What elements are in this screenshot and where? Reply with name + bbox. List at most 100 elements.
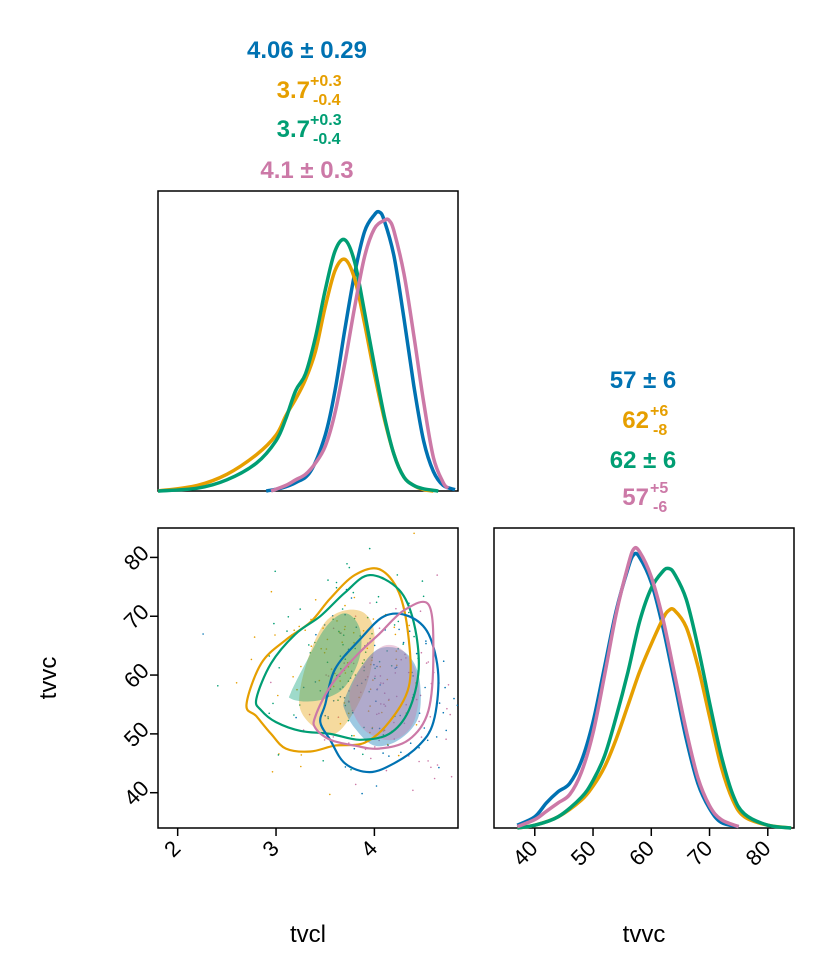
scatter-point	[323, 651, 326, 654]
scatter-point	[352, 662, 355, 665]
scatter-point	[314, 599, 317, 601]
tvcl-stat-orange: 3.7	[277, 77, 310, 104]
scatter-point	[420, 651, 423, 654]
scatter-point	[412, 789, 414, 792]
scatter-point	[375, 785, 378, 787]
scatter-point	[438, 702, 441, 704]
scatter-point	[374, 746, 376, 748]
scatter-point	[382, 734, 385, 736]
scatter-point	[351, 734, 353, 737]
tvcl-stat-blue: 4.06 ± 0.29	[247, 37, 367, 64]
scatter-point	[308, 713, 311, 716]
scatter-point	[352, 631, 355, 634]
scatter-point	[327, 716, 329, 718]
joint-fill-green	[288, 613, 362, 702]
scatter-point	[348, 566, 351, 569]
axis-ticks: 2 3 4 40 50 60 70 80 40 50 60 70 80	[119, 540, 776, 870]
scatter-point	[270, 681, 272, 684]
tvvc-y-tick-label: 70	[119, 599, 154, 634]
joint-fill-orange	[299, 609, 375, 735]
scatter-point	[415, 652, 418, 655]
scatter-point	[368, 547, 371, 550]
scatter-point	[438, 766, 440, 769]
scatter-point	[326, 638, 329, 641]
scatter-point	[381, 711, 383, 714]
scatter-point	[268, 655, 271, 657]
scatter-point	[413, 635, 415, 638]
scatter-point	[447, 684, 450, 686]
scatter-point	[404, 653, 406, 656]
tvcl-stat-pink: 4.1 ± 0.3	[260, 157, 353, 184]
scatter-point	[322, 760, 325, 762]
x-axis-label-tvvc: tvvc	[623, 921, 666, 948]
scatter-point	[386, 678, 389, 681]
scatter-point	[395, 607, 397, 610]
scatter-point	[366, 647, 369, 650]
scatter-point	[366, 616, 369, 619]
scatter-point	[347, 700, 350, 702]
scatter-point	[379, 665, 382, 668]
scatter-point	[300, 765, 302, 768]
scatter-point	[360, 691, 362, 694]
scatter-point	[315, 633, 317, 636]
scatter-point	[353, 641, 355, 644]
scatter-point	[363, 666, 366, 668]
scatter-point	[433, 777, 436, 780]
scatter-point	[274, 570, 277, 573]
scatter-point	[353, 596, 356, 599]
scatter-point	[361, 662, 364, 664]
tvvc-stat-pink-sub: -6	[653, 499, 667, 516]
scatter-point	[436, 764, 439, 766]
scatter-point	[323, 739, 326, 741]
tvvc-x-tick-label: 70	[682, 836, 717, 871]
scatter-point	[293, 629, 296, 631]
tvcl-stat-orange-sub: -0.4	[313, 92, 341, 109]
scatter-point	[310, 645, 313, 647]
scatter-point	[397, 647, 400, 650]
scatter-point	[366, 676, 369, 678]
scatter-point	[298, 625, 301, 628]
scatter-point	[378, 727, 381, 730]
tvcl-density-pink	[270, 217, 450, 493]
scatter-point	[418, 712, 421, 714]
scatter-point	[394, 672, 397, 674]
scatter-point	[340, 667, 342, 670]
scatter-point	[418, 720, 420, 723]
scatter-point	[325, 674, 327, 676]
scatter-point	[430, 766, 432, 769]
scatter-point	[341, 608, 344, 610]
scatter-point	[329, 793, 331, 796]
scatter-point	[427, 760, 429, 762]
scatter-point	[335, 581, 338, 584]
scatter-point	[287, 616, 290, 618]
tvvc-stat-orange: 62	[622, 407, 649, 434]
scatter-point	[359, 635, 362, 637]
scatter-point	[369, 663, 372, 666]
scatter-point	[334, 672, 336, 675]
scatter-point	[363, 659, 366, 661]
scatter-point	[390, 665, 393, 667]
scatter-point	[353, 734, 355, 737]
scatter-point	[383, 692, 386, 694]
scatter-point	[408, 630, 411, 632]
tvcl-stats: 4.06 ± 0.29 3.7 +0.3 -0.4 3.7 +0.3 -0.4 …	[247, 37, 367, 184]
tvcl-x-tick-label: 3	[257, 836, 283, 862]
scatter-point	[369, 637, 371, 640]
scatter-point	[332, 736, 335, 738]
scatter-point	[362, 630, 365, 632]
scatter-point	[351, 709, 354, 712]
tvcl-marginal-frame	[157, 190, 459, 492]
scatter-point	[300, 665, 302, 668]
scatter-point	[398, 628, 400, 631]
scatter-point	[436, 574, 439, 576]
tvvc-y-tick-label: 50	[119, 717, 154, 752]
scatter-point	[356, 684, 359, 687]
scatter-point	[343, 697, 346, 699]
scatter-point	[349, 677, 352, 679]
scatter-point	[355, 626, 358, 628]
scatter-point	[286, 630, 288, 632]
scatter-point	[320, 647, 323, 650]
scatter-point	[379, 675, 382, 677]
scatter-point	[277, 754, 280, 756]
